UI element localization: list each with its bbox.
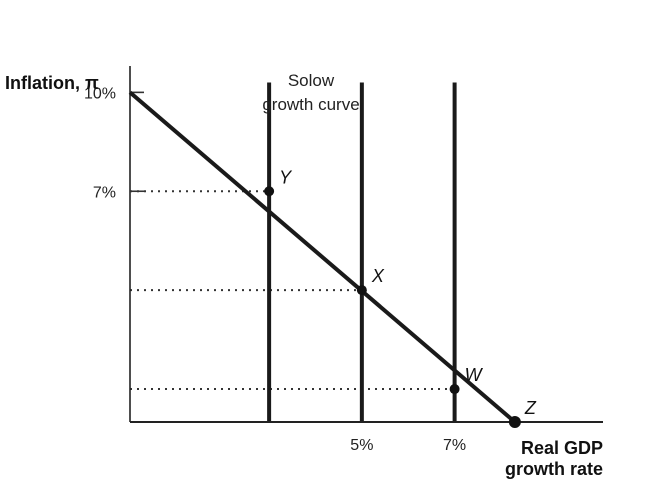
y-tick-label-1: 10%: [84, 85, 116, 102]
axis-ticks: 10% 7% 5% 7%: [84, 85, 466, 454]
x-tick-label-1: 5%: [350, 437, 373, 454]
series-line-1: [128, 90, 517, 424]
point-label-y: Y: [279, 167, 293, 187]
x-tick-label-2: 7%: [443, 437, 466, 454]
y-axis-title: Inflation, π: [5, 73, 99, 93]
point-z: [508, 416, 521, 428]
x-axis-title-line2: growth rate: [505, 459, 603, 479]
y-tick-label-2: 7%: [93, 184, 116, 201]
solow-annotation-line2: growth curve: [262, 95, 359, 114]
point-x: [356, 285, 367, 296]
dotted-guides: [130, 190, 455, 391]
point-label-w: W: [465, 365, 484, 385]
point-label-z: Z: [524, 398, 537, 418]
data-points: Y X W Z: [264, 167, 537, 428]
solow-annotation-line1: Solow: [288, 71, 335, 90]
point-w: [449, 384, 460, 395]
point-y: [264, 186, 275, 197]
plot-area: 10% 7% 5% 7% Y X W Z: [84, 66, 603, 454]
series-lines: [128, 90, 517, 424]
x-axis-title-line1: Real GDP: [521, 438, 603, 458]
solow-growth-lines: [267, 82, 457, 422]
point-label-x: X: [371, 266, 385, 286]
